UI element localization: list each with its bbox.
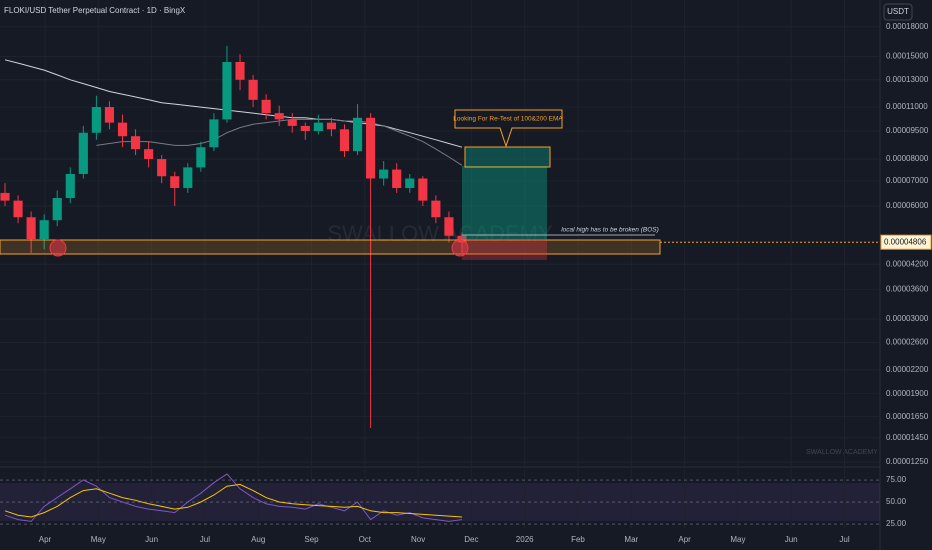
- candle-body: [248, 79, 258, 100]
- last-price-label: 0.00004806: [884, 237, 927, 246]
- candle-body: [431, 200, 441, 218]
- candle-body: [457, 235, 467, 243]
- candle-body: [352, 117, 363, 152]
- candle-body: [65, 173, 75, 199]
- x-tick-label: Oct: [359, 535, 372, 544]
- currency: USDT: [887, 7, 909, 16]
- candle-body: [261, 99, 271, 114]
- candle-body: [379, 169, 389, 179]
- candle-body: [235, 61, 245, 80]
- y-tick-label: 0.00007000: [886, 176, 929, 185]
- candle-body: [52, 198, 62, 221]
- y-tick-label: 0.00001900: [886, 389, 929, 398]
- callout: [454, 109, 563, 148]
- y-tick-label: 0.00013000: [886, 75, 929, 84]
- x-tick-label: 2026: [516, 535, 534, 544]
- x-tick-label: Dec: [464, 535, 478, 544]
- candle-body: [91, 107, 101, 133]
- y-tick-label: 0.00015000: [886, 52, 929, 61]
- y-tick-label: 0.00011000: [886, 102, 928, 111]
- y-tick-label: 0.00001250: [886, 457, 929, 466]
- candle-body: [117, 122, 128, 137]
- x-tick-label: Aug: [251, 535, 265, 544]
- marks: [0, 45, 467, 428]
- candle-body: [300, 125, 310, 131]
- x-tick-label: Jul: [839, 535, 849, 544]
- candle-body: [104, 107, 115, 123]
- candle-body: [157, 159, 167, 177]
- candle-body: [39, 220, 49, 240]
- y-tick-label: 0.00002600: [886, 338, 929, 347]
- candle-body: [209, 119, 219, 148]
- bos-text: local high has to be broken (BOS): [561, 227, 659, 234]
- rsi-line: [4, 473, 463, 522]
- candle-body: [326, 122, 336, 130]
- x-tick-label: Apr: [678, 535, 691, 544]
- candle-body: [287, 119, 297, 126]
- x-tick-label: Apr: [39, 535, 52, 544]
- x-tick-label: Nov: [411, 535, 425, 544]
- candle-body: [183, 167, 193, 188]
- stop-zone: [462, 240, 547, 260]
- low-marker: [49, 239, 67, 257]
- x-tick-label: Sep: [304, 535, 319, 544]
- x-tick-label: May: [91, 535, 106, 544]
- currency-box: [883, 3, 913, 21]
- x-tick-label: May: [730, 535, 745, 544]
- chart-title: FLOKI/USD Tether Perpetual Contract · 1D…: [4, 6, 186, 15]
- target-zone: [462, 166, 547, 240]
- candle-body: [274, 113, 284, 120]
- rsi-line: [4, 483, 463, 518]
- candle-body: [405, 178, 415, 188]
- y-tick-label: 0.00002200: [886, 365, 929, 374]
- x-tick-label: Jun: [785, 535, 798, 544]
- x-tick-label: Mar: [624, 535, 638, 544]
- callout-text: Looking For Re-Test of 100&200 EMA: [453, 116, 563, 123]
- candle-body: [170, 176, 180, 188]
- y-tick-label: 0.00004200: [886, 259, 929, 268]
- y-tick-label: 0.00003000: [886, 314, 929, 323]
- watermark-small: SWALLOW ACADEMY: [806, 449, 878, 456]
- support-zone: [0, 239, 661, 255]
- y-tick-label: 0.00001450: [886, 433, 929, 442]
- candle-body: [339, 129, 350, 152]
- x-tick-label: Jun: [145, 535, 158, 544]
- candle-body: [0, 192, 10, 201]
- y-tick-label: 0.00003600: [886, 284, 929, 293]
- candle-body: [418, 178, 428, 201]
- last-price-box: [880, 234, 932, 250]
- candle-body: [13, 200, 23, 218]
- candle-body: [392, 169, 402, 188]
- y-tick-label: 0.00008000: [886, 154, 929, 163]
- candle-body: [313, 122, 323, 131]
- retest-zone: [464, 146, 551, 168]
- low-marker: [451, 239, 469, 257]
- y-tick-label: 0.00001650: [886, 412, 929, 421]
- candle-body: [131, 136, 141, 150]
- x-tick-label: Jul: [200, 535, 210, 544]
- candle-body: [366, 117, 376, 179]
- y-tick-label: 0.00009500: [886, 126, 929, 135]
- candle-body: [26, 217, 36, 240]
- candle-body: [144, 149, 154, 160]
- x-tick-label: Feb: [571, 535, 585, 544]
- y-tick-label: 0.00006000: [886, 201, 929, 210]
- candle-body: [222, 61, 232, 120]
- rsi-tick-label: 75.00: [886, 475, 907, 484]
- candle-body: [196, 147, 206, 168]
- candle-body: [78, 132, 88, 174]
- rsi-tick-label: 25.00: [886, 519, 907, 528]
- rsi-tick-label: 50.00: [886, 497, 907, 506]
- y-tick-label: 0.00018000: [886, 22, 929, 31]
- candle-body: [444, 217, 454, 236]
